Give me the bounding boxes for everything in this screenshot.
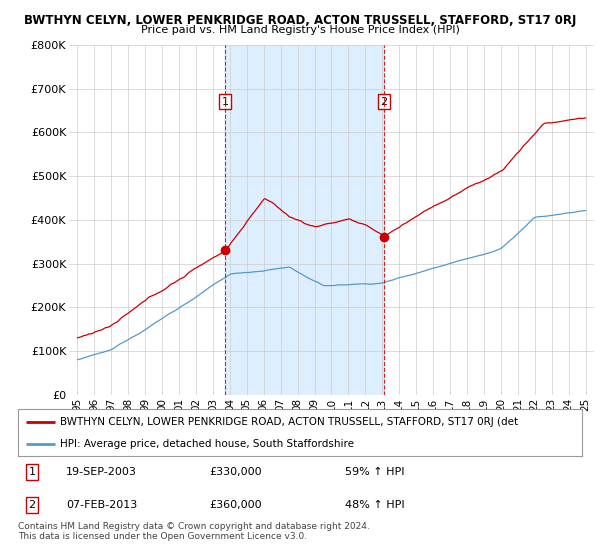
Text: BWTHYN CELYN, LOWER PENKRIDGE ROAD, ACTON TRUSSELL, STAFFORD, ST17 0RJ: BWTHYN CELYN, LOWER PENKRIDGE ROAD, ACTO… (24, 14, 576, 27)
Text: £360,000: £360,000 (210, 500, 262, 510)
Text: HPI: Average price, detached house, South Staffordshire: HPI: Average price, detached house, Sout… (60, 438, 354, 449)
Text: BWTHYN CELYN, LOWER PENKRIDGE ROAD, ACTON TRUSSELL, STAFFORD, ST17 0RJ (det: BWTHYN CELYN, LOWER PENKRIDGE ROAD, ACTO… (60, 417, 518, 427)
Text: Price paid vs. HM Land Registry's House Price Index (HPI): Price paid vs. HM Land Registry's House … (140, 25, 460, 35)
Text: 19-SEP-2003: 19-SEP-2003 (66, 467, 137, 477)
Text: 48% ↑ HPI: 48% ↑ HPI (345, 500, 405, 510)
Text: 1: 1 (29, 467, 35, 477)
Text: 1: 1 (221, 97, 229, 106)
Text: Contains HM Land Registry data © Crown copyright and database right 2024.
This d: Contains HM Land Registry data © Crown c… (18, 522, 370, 542)
Text: £330,000: £330,000 (210, 467, 262, 477)
Text: 2: 2 (380, 97, 388, 106)
Text: 59% ↑ HPI: 59% ↑ HPI (345, 467, 404, 477)
Bar (225, 45, 384, 395)
Text: 07-FEB-2013: 07-FEB-2013 (66, 500, 137, 510)
Text: 2: 2 (29, 500, 35, 510)
